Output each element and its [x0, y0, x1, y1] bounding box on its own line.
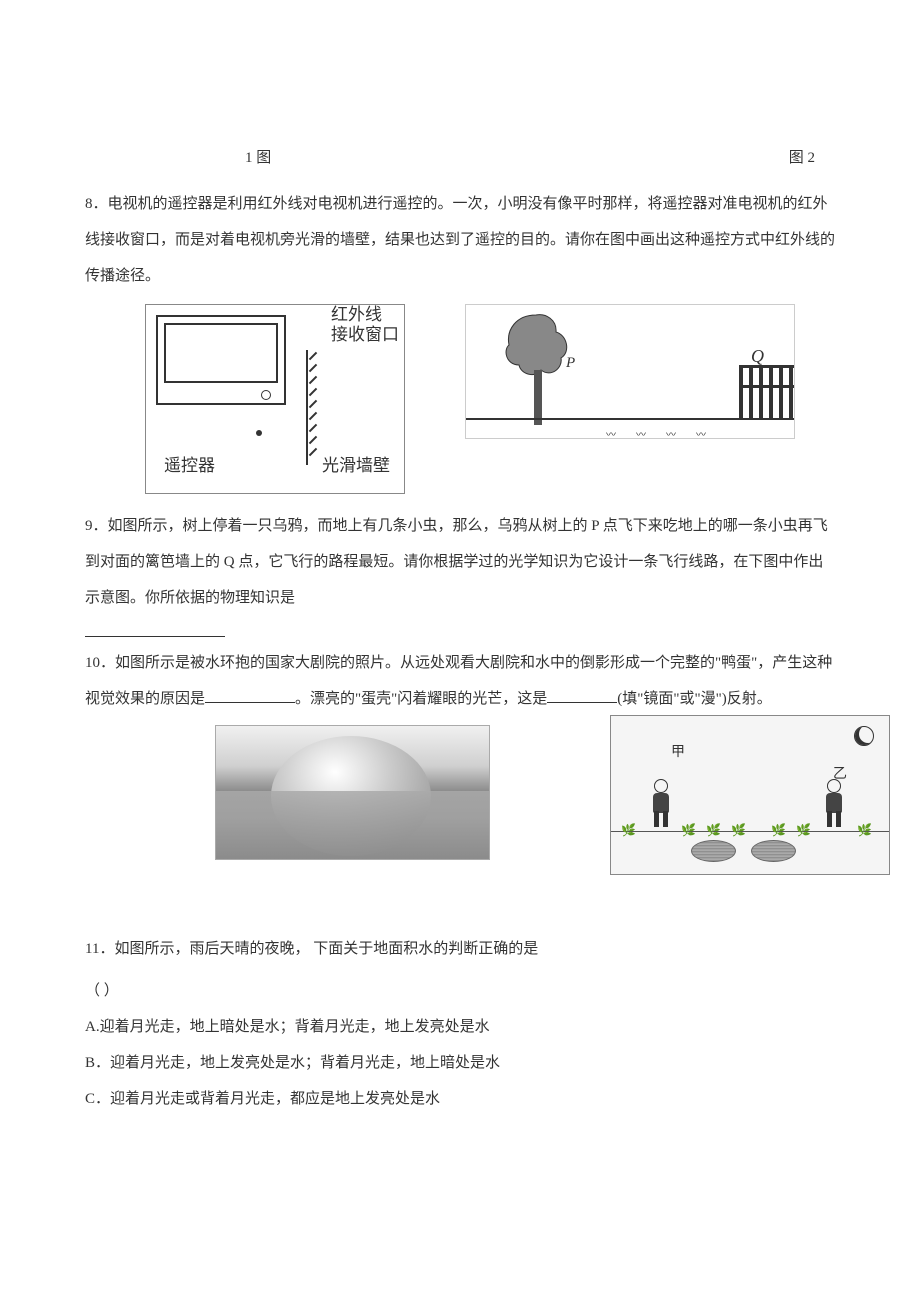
wall-hatch-icon	[309, 364, 317, 372]
wall-hatch-icon	[309, 448, 317, 456]
wall-hatch-icon	[309, 388, 317, 396]
tree-trunk-icon	[534, 370, 542, 425]
tv-receiver-icon	[261, 390, 271, 400]
wall-line	[306, 350, 308, 465]
fence-bar	[739, 365, 743, 420]
wall-hatch-icon	[309, 412, 317, 420]
tree-icon	[496, 310, 576, 420]
question-10-part3: (填"镜面"或"漫")反射。	[617, 691, 771, 707]
fence-bar	[789, 365, 793, 420]
question-10-part2: 。漂亮的"蛋壳"闪着耀眼的光芒，这是	[295, 691, 547, 707]
question-8-figure: 红外线 接收窗口 遥控器 光滑墙壁	[145, 304, 405, 494]
fence-rail	[739, 365, 794, 368]
grass-icon: 🌿	[621, 816, 643, 832]
fence-bar	[769, 365, 773, 420]
question-8: 8．电视机的遥控器是利用红外线对电视机进行遥控的。一次，小明没有像平时那样，将遥…	[85, 186, 835, 294]
wall-hatch-icon	[309, 376, 317, 384]
kid-leg-icon	[827, 811, 832, 827]
kid-head-icon	[827, 779, 841, 793]
worm-icon: 〰	[666, 424, 684, 432]
worm-icon: 〰	[606, 424, 624, 432]
question-9: 9．如图所示，树上停着一只乌鸦，而地上有几条小虫，那么，乌鸦从树上的 P 点飞下…	[85, 508, 835, 616]
ir-label-line1: 红外线	[331, 305, 399, 325]
theater-photo	[215, 725, 490, 860]
fence-icon	[739, 355, 794, 420]
ir-label: 红外线 接收窗口	[331, 305, 399, 346]
puddle-icon	[751, 840, 796, 862]
grass-icon: 🌿	[771, 816, 793, 832]
kid-body-icon	[826, 793, 842, 813]
kid-leg-icon	[836, 811, 841, 827]
grass-icon: 🌿	[731, 816, 753, 832]
grass-icon: 🌿	[706, 816, 728, 832]
wall-hatch-icon	[309, 424, 317, 432]
kid-leg-icon	[663, 811, 668, 827]
moon-icon	[854, 726, 874, 746]
kid-body-icon	[653, 793, 669, 813]
wall-label: 光滑墙壁	[322, 446, 390, 487]
worm-icon: 〰	[696, 424, 714, 432]
figure-label-2: 图 2	[789, 140, 815, 176]
question-9-blank	[85, 636, 225, 637]
remote-dot-icon	[256, 430, 262, 436]
question-9-text: 9．如图所示，树上停着一只乌鸦，而地上有几条小虫，那么，乌鸦从树上的 P 点飞下…	[85, 518, 828, 606]
question-9-figure: P Q 〰 〰 〰 〰	[465, 304, 795, 439]
p-label: P	[566, 345, 575, 381]
kid-jia-icon	[646, 779, 676, 829]
wall-hatch-icon	[309, 352, 317, 360]
question-11-option-b: B．迎着月光走，地上发亮处是水；背着月光走，地上暗处是水	[85, 1045, 835, 1081]
kid-yi-icon	[819, 779, 849, 829]
fence-rail	[739, 385, 794, 388]
kid-leg-icon	[654, 811, 659, 827]
fence-bar	[759, 365, 763, 420]
ir-label-line2: 接收窗口	[331, 325, 399, 345]
question-11-bracket: （ ）	[85, 973, 835, 1009]
question-10: 10．如图所示是被水环抱的国家大剧院的照片。从远处观看大剧院和水中的倒影形成一个…	[85, 645, 835, 717]
fence-bar	[779, 365, 783, 420]
wall-hatch-icon	[309, 400, 317, 408]
question-11-option-c: C．迎着月光走或背着月光走，都应是地上发亮处是水	[85, 1081, 835, 1117]
question-11: 11．如图所示，雨后天晴的夜晚， 下面关于地面积水的判断正确的是	[85, 931, 835, 967]
question-11-text: 11．如图所示，雨后天晴的夜晚， 下面关于地面积水的判断正确的是	[85, 941, 538, 957]
puddle-icon	[691, 840, 736, 862]
label-jia: 甲	[671, 736, 685, 770]
grass-icon: 🌿	[857, 816, 879, 832]
moon-night-figure: 甲 乙 🌿 🌿 🌿 🌿 🌿 🌿 🌿	[610, 715, 890, 875]
grass-icon: 🌿	[796, 816, 818, 832]
question-8-text: 8．电视机的遥控器是利用红外线对电视机进行遥控的。一次，小明没有像平时那样，将遥…	[85, 196, 835, 284]
worm-icon: 〰	[636, 424, 654, 432]
wall-hatch-icon	[309, 436, 317, 444]
remote-label: 遥控器	[164, 446, 215, 487]
question-10-blank2	[547, 688, 617, 703]
question-11-option-a: A.迎着月光走，地上暗处是水；背着月光走，地上发亮处是水	[85, 1009, 835, 1045]
tv-screen	[164, 323, 278, 383]
kid-head-icon	[654, 779, 668, 793]
theater-reflection	[216, 791, 489, 860]
figure-label-1: 1 图	[245, 140, 271, 176]
grass-icon: 🌿	[681, 816, 703, 832]
question-10-blank1	[205, 688, 295, 703]
fence-bar	[749, 365, 753, 420]
